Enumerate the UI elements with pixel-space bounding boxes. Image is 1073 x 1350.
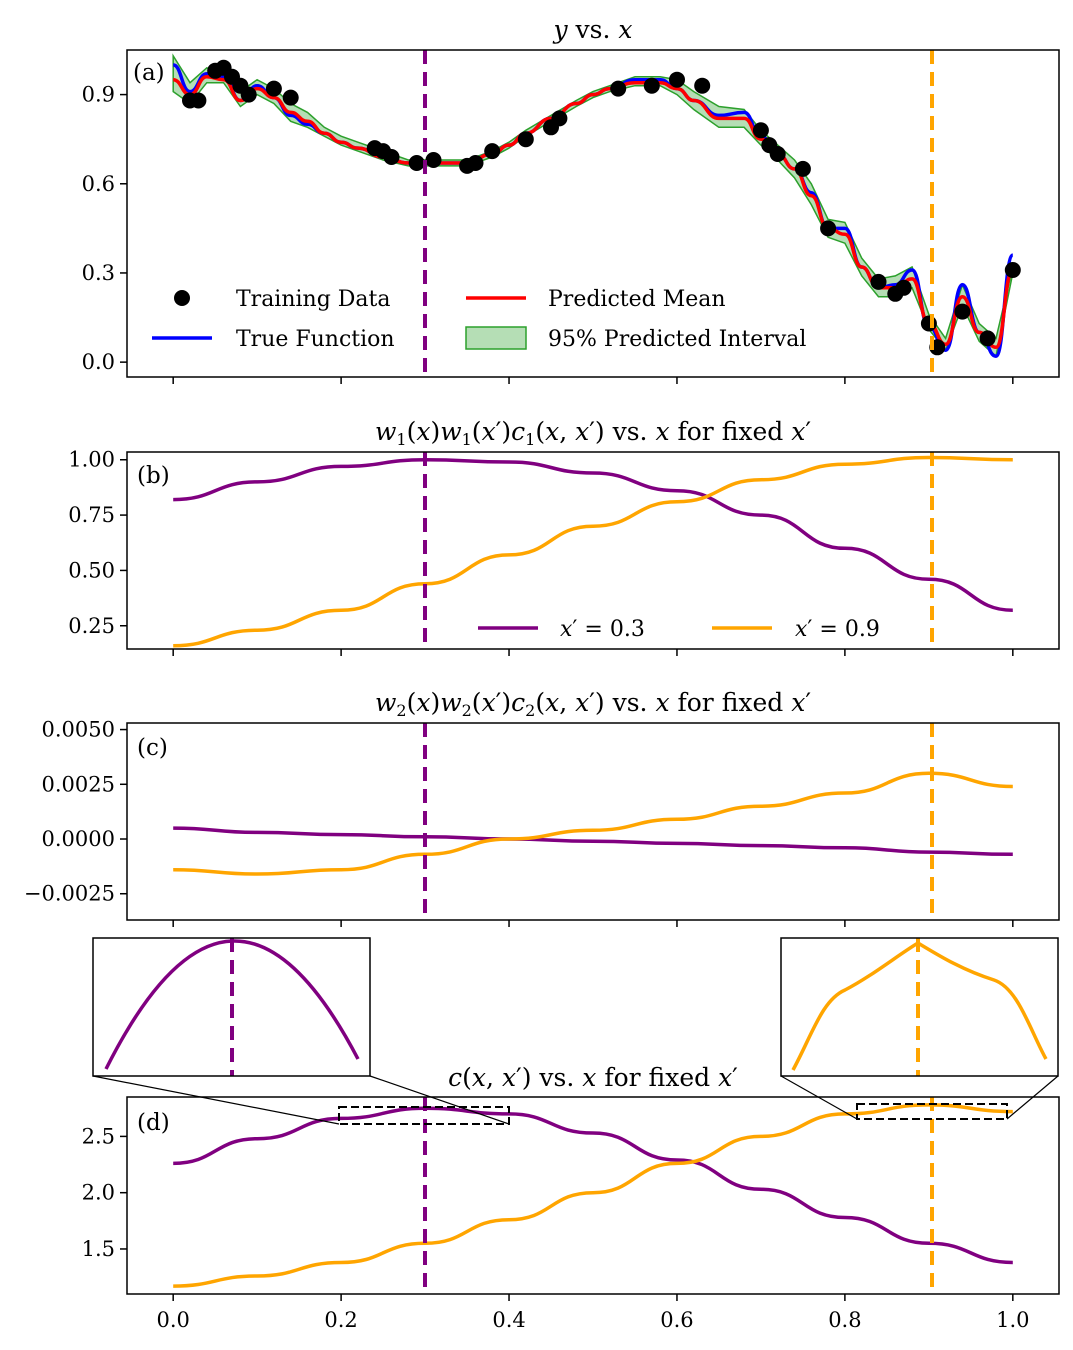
y-tick-label: 0.50 xyxy=(68,558,115,582)
training-point xyxy=(920,315,937,332)
inset-right-frame xyxy=(780,937,1059,1077)
y-tick-label: 2.5 xyxy=(82,1124,115,1148)
training-point xyxy=(643,77,660,94)
legend-mean-label: Predicted Mean xyxy=(548,287,726,312)
panel-a-yaxis: 0.0 0.3 0.6 0.9 xyxy=(82,83,1014,384)
training-point xyxy=(1004,262,1021,278)
panel-a-legend: Training Data True Function Predicted Me… xyxy=(152,287,806,352)
panel-b-tag: (b) xyxy=(137,463,170,489)
zoom-box-right xyxy=(856,1103,1008,1120)
training-point xyxy=(190,92,207,109)
panel-b-legend: x′ = 0.3 x′ = 0.9 xyxy=(478,617,880,642)
inset-left-frame xyxy=(92,937,371,1077)
training-point xyxy=(383,149,400,165)
training-point xyxy=(265,80,282,97)
y-tick-label: 0.0050 xyxy=(42,718,115,742)
legend-interval-label: 95% Predicted Interval xyxy=(548,327,806,352)
panel-d: c(x, x′) vs. x for fixed x′ (d) 1.5 2.0 2.… xyxy=(82,1063,1060,1332)
legend-training-marker xyxy=(174,290,190,306)
training-point xyxy=(467,155,484,171)
panel-d-tag: (d) xyxy=(137,1110,170,1136)
panel-a-tag: (a) xyxy=(133,60,165,86)
inset-connector xyxy=(92,1075,340,1125)
y-tick-label: 0.3 xyxy=(82,261,115,285)
panel-b-yaxis: 0.25 0.50 0.75 1.00 xyxy=(68,448,1014,656)
inset-left xyxy=(92,937,371,1077)
inset-connector xyxy=(369,1075,510,1125)
panel-c-tag: (c) xyxy=(137,735,168,761)
training-point xyxy=(240,86,257,103)
panel-d-xaxis: 0.0 0.2 0.4 0.6 0.8 1.0 xyxy=(156,1294,1030,1332)
training-point xyxy=(694,77,711,94)
y-tick-label: −0.0025 xyxy=(24,882,115,906)
legend-training-label: Training Data xyxy=(236,287,391,312)
x-tick-label: 0.6 xyxy=(660,1308,693,1332)
y-tick-label: 0.0 xyxy=(82,350,115,374)
training-point xyxy=(794,160,811,177)
training-point xyxy=(954,303,971,320)
panel-a: y vs. x (a) 0.0 0.3 0.6 0.9 Training Data T… xyxy=(82,15,1060,384)
legend-interval-swatch xyxy=(465,326,527,350)
panel-d-yaxis: 1.5 2.0 2.5 xyxy=(82,1124,127,1261)
training-point xyxy=(610,80,627,97)
training-point xyxy=(979,330,996,347)
training-point xyxy=(425,152,442,168)
training-point xyxy=(282,89,299,106)
panel-d-frame xyxy=(126,1096,1060,1295)
panel-c-title: w2(x)w2(x′)c2(x, x′) vs. x for fixed x′ xyxy=(375,688,811,720)
training-point xyxy=(895,279,912,296)
y-tick-label: 0.0025 xyxy=(42,772,115,796)
training-point xyxy=(484,143,501,160)
panel-a-gridlayer xyxy=(172,50,1021,377)
panel-d-title: c(x, x′) vs. x for fixed x′ xyxy=(448,1063,738,1092)
panel-c-yaxis: −0.0025 0.0000 0.0025 0.0050 xyxy=(24,718,1014,927)
x-tick-label: 1.0 xyxy=(996,1308,1029,1332)
training-point xyxy=(752,122,769,139)
y-tick-label: 2.0 xyxy=(82,1181,115,1205)
curve-purple xyxy=(173,826,1013,857)
legend-purple-label: x′ = 0.3 xyxy=(560,617,645,642)
training-point xyxy=(769,146,786,162)
curve-orange xyxy=(173,771,1013,876)
training-point xyxy=(669,71,685,88)
panel-c: w2(x)w2(x′)c2(x, x′) vs. x for fixed x′ … xyxy=(24,688,1060,927)
zoom-box-left xyxy=(338,1106,510,1125)
panel-b: w1(x)w1(x′)c1(x, x′) vs. x for fixed x′ … xyxy=(68,417,1060,656)
legend-true-label: True Function xyxy=(236,327,395,352)
panel-b-frame xyxy=(126,451,1060,650)
legend-orange-label: x′ = 0.9 xyxy=(795,617,880,642)
curve-purple xyxy=(173,457,1013,613)
training-points xyxy=(182,59,1021,356)
y-tick-label: 1.5 xyxy=(82,1237,115,1261)
x-tick-label: 0.8 xyxy=(828,1308,861,1332)
x-tick-label: 0.0 xyxy=(156,1308,189,1332)
inset-right xyxy=(780,937,1059,1077)
y-tick-label: 0.9 xyxy=(82,83,115,107)
x-tick-label: 0.4 xyxy=(492,1308,525,1332)
y-tick-label: 0.25 xyxy=(68,614,115,638)
training-point xyxy=(870,273,887,290)
y-tick-label: 0.6 xyxy=(82,172,115,196)
curve-orange xyxy=(173,1103,1013,1288)
panel-a-frame xyxy=(126,49,1060,378)
training-point xyxy=(820,220,837,237)
inset-connector xyxy=(1006,1075,1059,1120)
y-tick-label: 0.75 xyxy=(68,503,115,527)
panel-a-title: y vs. x xyxy=(552,15,632,44)
x-tick-label: 0.2 xyxy=(324,1308,357,1332)
panel-c-frame xyxy=(126,722,1060,921)
training-point xyxy=(517,131,534,148)
inset-connector xyxy=(780,1075,858,1120)
curve-orange xyxy=(173,455,1013,648)
curve-purple xyxy=(173,1106,1013,1265)
panel-b-title: w1(x)w1(x′)c1(x, x′) vs. x for fixed x′ xyxy=(375,417,811,449)
training-point xyxy=(408,155,425,171)
training-point xyxy=(551,110,568,127)
y-tick-label: 0.0000 xyxy=(42,827,115,851)
y-tick-label: 1.00 xyxy=(68,448,115,472)
